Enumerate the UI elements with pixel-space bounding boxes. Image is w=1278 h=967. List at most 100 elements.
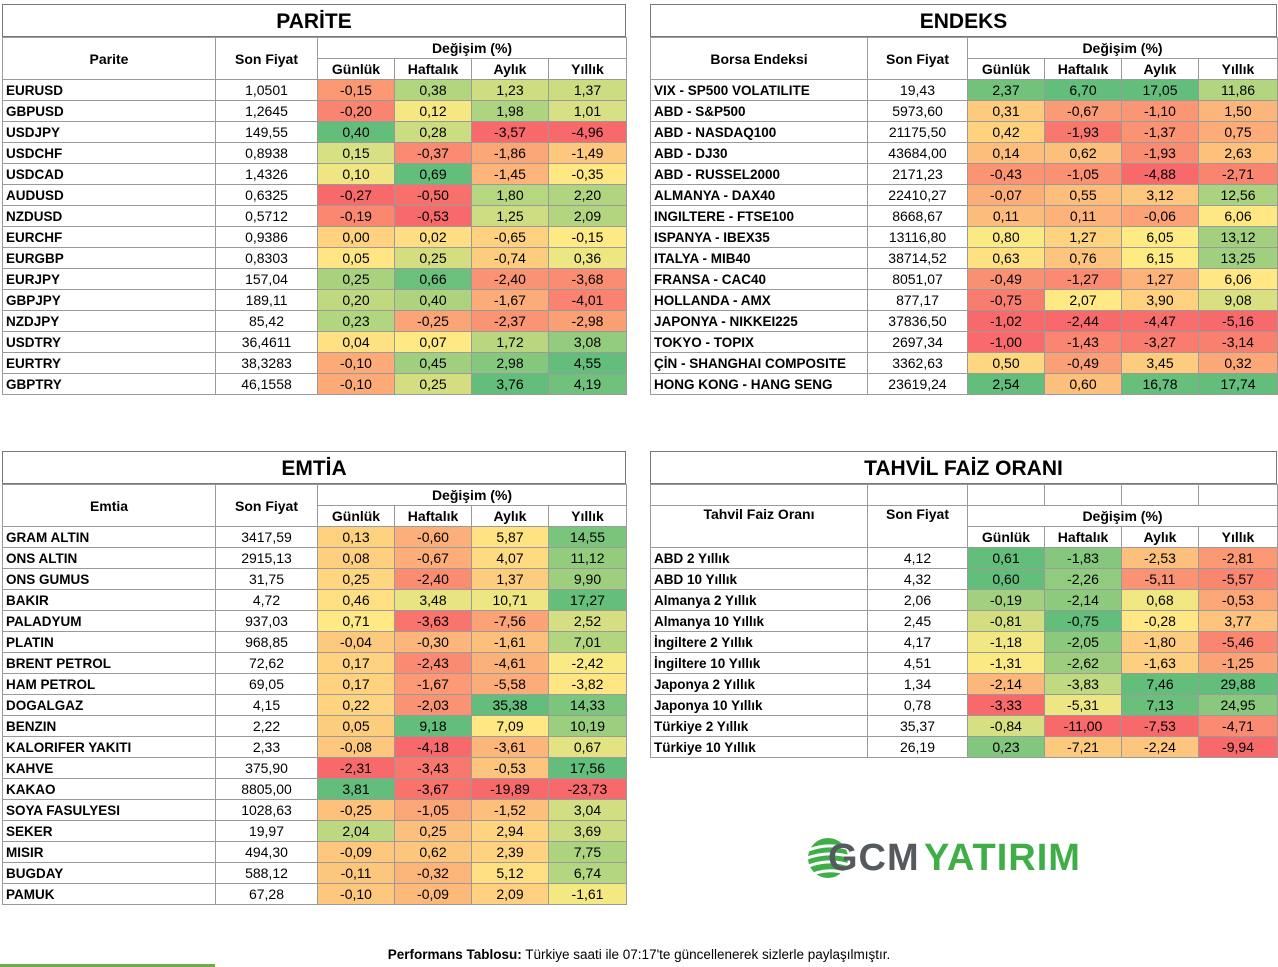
table-row: VIX - SP500 VOLATILITE 19,43 2,37 6,70 17,05… (650, 79, 1278, 101)
row-change-w: 0,76 (1044, 247, 1122, 269)
row-name: MISIR (2, 841, 216, 863)
row-change-y: 11,86 (1198, 79, 1278, 101)
row-price: 0,9386 (215, 226, 318, 248)
row-change-d: 0,80 (967, 226, 1045, 248)
row-change-y: 1,01 (548, 100, 627, 122)
footer-bold-label: Performans Tablosu: (387, 947, 522, 962)
row-change-y: 6,06 (1198, 268, 1278, 290)
table-row: EURGBP 0,8303 0,05 0,25 -0,74 0,36 (2, 247, 627, 269)
row-change-w: -1,05 (1044, 163, 1122, 185)
row-change-y: -23,73 (548, 778, 627, 800)
row-change-y: -2,42 (548, 652, 627, 674)
row-change-m: -1,67 (471, 289, 549, 311)
row-change-m: 2,94 (471, 820, 549, 842)
row-name: USDCHF (2, 142, 216, 164)
row-name: Japonya 2 Yıllık (650, 673, 868, 695)
row-change-d: -0,27 (317, 184, 395, 206)
row-name: HAM PETROL (2, 673, 216, 695)
row-change-y: 17,27 (548, 589, 627, 611)
table-row: ABD - S&P500 5973,60 0,31 -0,67 -1,10 1,50 (650, 100, 1278, 122)
emtia-daily-header: Günlük (317, 505, 395, 527)
row-change-y: 7,01 (548, 631, 627, 653)
row-name: ABD - RUSSEL2000 (650, 163, 868, 185)
table-row: KAKAO 8805,00 3,81 -3,67 -19,89 -23,73 (2, 778, 627, 800)
table-row: PAMUK 67,28 -0,10 -0,09 2,09 -1,61 (2, 883, 627, 905)
row-change-d: 0,11 (967, 205, 1045, 227)
row-change-y: -1,25 (1198, 652, 1278, 674)
emtia-yearly-header: Yıllık (548, 505, 627, 527)
row-price: 26,19 (867, 736, 968, 758)
row-change-y: -2,81 (1198, 547, 1278, 569)
row-change-m: -0,28 (1121, 610, 1199, 632)
row-change-y: -4,01 (548, 289, 627, 311)
row-change-w: -2,14 (1044, 589, 1122, 611)
row-change-y: 3,08 (548, 331, 627, 353)
row-change-d: 0,42 (967, 121, 1045, 143)
row-price: 43684,00 (867, 142, 968, 164)
row-change-m: 1,80 (471, 184, 549, 206)
row-change-w: -2,43 (394, 652, 472, 674)
row-price: 22410,27 (867, 184, 968, 206)
table-row: ITALYA - MIB40 38714,52 0,63 0,76 6,15 13,25 (650, 247, 1278, 269)
row-change-m: 3,45 (1121, 352, 1199, 374)
parite-change-header: Değişim (%) (317, 37, 627, 59)
row-change-w: 0,25 (394, 820, 472, 842)
row-price: 0,5712 (215, 205, 318, 227)
table-row: GBPUSD 1,2645 -0,20 0,12 1,98 1,01 (2, 100, 627, 122)
row-change-w: -3,67 (394, 778, 472, 800)
row-name: BAKIR (2, 589, 216, 611)
table-row: ISPANYA - IBEX35 13116,80 0,80 1,27 6,05 13,1… (650, 226, 1278, 248)
endeks-yearly-header: Yıllık (1198, 58, 1278, 80)
table-row: ABD 2 Yıllık 4,12 0,61 -1,83 -2,53 -2,81 (650, 547, 1278, 569)
row-name: INGILTERE - FTSE100 (650, 205, 868, 227)
row-price: 494,30 (215, 841, 318, 863)
row-change-y: 0,32 (1198, 352, 1278, 374)
row-name: EURTRY (2, 352, 216, 374)
emtia-monthly-header: Aylık (471, 505, 549, 527)
row-change-d: -1,31 (967, 652, 1045, 674)
row-change-d: -0,04 (317, 631, 395, 653)
row-change-y: 4,55 (548, 352, 627, 374)
table-row: EURCHF 0,9386 0,00 0,02 -0,65 -0,15 (2, 226, 627, 248)
row-change-w: 0,28 (394, 121, 472, 143)
row-change-d: -0,10 (317, 352, 395, 374)
table-row: ABD - NASDAQ100 21175,50 0,42 -1,93 -1,37 0,7… (650, 121, 1278, 143)
parite-price-header: Son Fiyat (215, 37, 318, 80)
row-change-w: 0,07 (394, 331, 472, 353)
row-change-m: -1,93 (1121, 142, 1199, 164)
row-price: 8668,67 (867, 205, 968, 227)
row-change-m: -7,53 (1121, 715, 1199, 737)
row-change-m: -2,37 (471, 310, 549, 332)
tahvil-blank-cell (1121, 484, 1199, 506)
parite-yearly-header: Yıllık (548, 58, 627, 80)
row-name: AUDUSD (2, 184, 216, 206)
row-change-y: 6,74 (548, 862, 627, 884)
row-change-w: -4,18 (394, 736, 472, 758)
row-change-w: -2,03 (394, 694, 472, 716)
row-name: KAHVE (2, 757, 216, 779)
row-change-d: 0,61 (967, 547, 1045, 569)
row-price: 3417,59 (215, 526, 318, 548)
row-change-w: -7,21 (1044, 736, 1122, 758)
row-price: 19,97 (215, 820, 318, 842)
parite-title: PARİTE (2, 4, 626, 37)
tahvil-weekly-header: Haftalık (1044, 526, 1122, 548)
table-row: HONG KONG - HANG SENG 23619,24 2,54 0,60 16,… (650, 373, 1278, 395)
emtia-change-header: Değişim (%) (317, 484, 627, 506)
tahvil-blank-cell (1044, 484, 1122, 506)
row-name: ONS GUMUS (2, 568, 216, 590)
row-change-m: 1,25 (471, 205, 549, 227)
row-change-d: -0,10 (317, 373, 395, 395)
row-change-y: -4,71 (1198, 715, 1278, 737)
row-change-d: 0,71 (317, 610, 395, 632)
row-change-m: -1,10 (1121, 100, 1199, 122)
emtia-name-header: Emtia (2, 484, 216, 527)
row-change-y: 6,06 (1198, 205, 1278, 227)
row-change-d: 0,25 (317, 268, 395, 290)
row-change-w: 0,55 (1044, 184, 1122, 206)
row-name: İngiltere 2 Yıllık (650, 631, 868, 653)
tahvil-daily-header: Günlük (967, 526, 1045, 548)
tahvil-panel: TAHVİL FAİZ ORANI Tahvil Faiz Oranı Son … (650, 451, 1278, 758)
row-change-w: -2,26 (1044, 568, 1122, 590)
tahvil-rows: ABD 2 Yıllık 4,12 0,61 -1,83 -2,53 -2,81 ABD 1… (650, 547, 1278, 758)
